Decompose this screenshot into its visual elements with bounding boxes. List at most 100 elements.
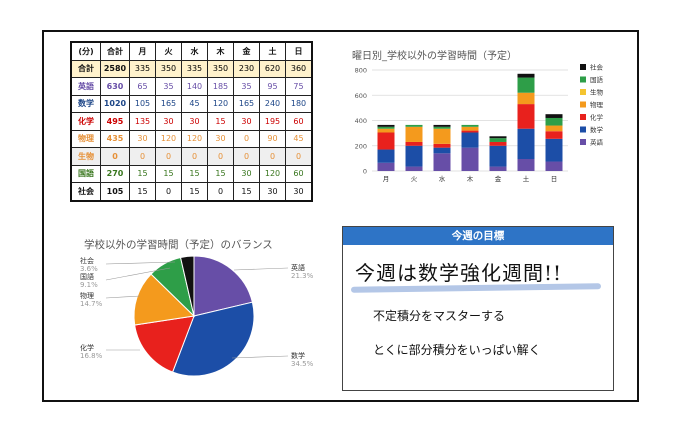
bar-segment: [489, 145, 507, 167]
bar-segment: [405, 166, 423, 171]
legend-swatch: [580, 114, 586, 120]
table-row: 合計 2580 335 350 335 350 230 620 360: [70, 59, 313, 78]
bar-segment: [433, 128, 451, 144]
bar-segment: [517, 77, 535, 93]
legend-label: 化学: [590, 113, 604, 122]
pie-slice: [133, 273, 196, 326]
legend-label: 生物: [590, 88, 604, 97]
pie-leader-line: [105, 295, 141, 299]
bar-segment: [433, 153, 451, 171]
pie-leader-line: [105, 261, 176, 265]
table-cell: 0: [155, 147, 182, 166]
table-cell: 0: [285, 147, 313, 166]
bar-segment: [377, 149, 395, 163]
pie-label-pct: 3.6%: [80, 265, 98, 273]
x-tick-label: 火: [411, 175, 418, 183]
table-header-cell: (分): [70, 41, 101, 61]
bar-segment: [433, 126, 451, 129]
pie-label-pct: 21.3%: [291, 272, 314, 280]
legend-label: 国語: [590, 75, 604, 84]
pie-label-eigo: 英語 21.3%: [291, 264, 313, 280]
bar-segment: [405, 141, 423, 146]
table-cell: 30: [285, 182, 313, 201]
bar-segment: [433, 147, 451, 154]
bar-segment: [461, 124, 479, 127]
bar-segment: [489, 141, 507, 146]
bar-segment: [545, 125, 563, 132]
bar-chart-title: 曜日別_学校以外の学習時間（予定）: [352, 51, 517, 62]
bar-segment: [489, 138, 507, 142]
table-row: 社会 105 15 0 15 0 15 30 30: [70, 182, 313, 201]
bar-segment: [517, 92, 535, 105]
bar-segment: [405, 145, 423, 167]
row-subject-label: 生物: [70, 147, 101, 166]
goal-main-text: 今週は数学強化週間!!: [355, 261, 563, 285]
bar-segment: [405, 126, 423, 142]
table-cell: 350: [207, 59, 234, 78]
y-tick-label: 800: [355, 67, 367, 75]
pie-leader-line: [233, 267, 289, 271]
bar-segment: [545, 117, 563, 126]
legend-swatch: [580, 89, 586, 95]
table-header-cell: 木: [207, 41, 234, 61]
bar-segment: [433, 124, 451, 127]
bar-segment: [377, 128, 395, 133]
table-row: 国語 270 15 15 15 15 30 120 60: [70, 164, 313, 183]
x-tick-label: 水: [439, 174, 446, 183]
legend-label: 社会: [590, 63, 604, 72]
legend-label: 数学: [590, 125, 604, 134]
legend-swatch: [580, 76, 586, 83]
pie-label-pct: 34.5%: [291, 360, 314, 368]
bar-segment: [545, 161, 563, 171]
pie-slice: [171, 301, 255, 377]
bar-segment: [517, 128, 535, 160]
bar-segment: [489, 166, 507, 171]
x-tick-label: 月: [383, 175, 390, 183]
x-tick-label: 金: [495, 174, 502, 183]
y-tick-label: 0: [363, 168, 367, 176]
bar-segment: [461, 147, 479, 171]
table-row: 数学 1020 105 165 45 120 165 240 180: [70, 94, 313, 113]
bar-segment: [461, 132, 479, 148]
bar-segment: [545, 138, 563, 162]
goal-subtext-1: 不定積分をマスターする: [373, 309, 506, 323]
pie-label-pct: 14.7%: [80, 300, 103, 308]
row-subject-label: 合計: [70, 59, 101, 78]
pie-leader-line: [105, 267, 171, 281]
pie-label-pct: 9.1%: [80, 281, 98, 289]
bar-segment: [377, 162, 395, 171]
bar-segment: [433, 143, 451, 148]
bar-segment: [517, 73, 535, 78]
pie-label-shakai: 社会 3.6%: [80, 257, 98, 273]
goal-subtext-2: とくに部分積分をいっぱい解く: [373, 343, 541, 357]
y-tick-label: 600: [355, 92, 367, 100]
legend-label: 物理: [590, 100, 604, 109]
pie-label-name: 英語: [291, 264, 305, 272]
pie-chart-title: 学校以外の学習時間（予定）のバランス: [84, 239, 273, 251]
bar-segment: [489, 136, 507, 139]
pie-label-name: 数学: [291, 352, 305, 360]
table-cell: 15: [233, 182, 260, 201]
table-cell: 30: [259, 182, 286, 201]
table-row: 化学 495 135 30 30 15 30 195 60: [70, 112, 313, 131]
legend-label: 英語: [590, 138, 604, 147]
bar-segment: [405, 124, 423, 127]
pie-slice: [193, 255, 253, 317]
x-tick-label: 日: [551, 175, 558, 183]
goal-card-title: 今週の目標: [343, 227, 613, 245]
table-cell: 0: [207, 147, 234, 166]
bar-segment: [461, 126, 479, 131]
x-tick-label: 木: [467, 174, 474, 183]
table-cell: 0: [129, 147, 156, 166]
table-header-cell: 土: [259, 41, 286, 61]
bar-segment: [545, 114, 563, 118]
table-cell: 60: [285, 164, 313, 183]
pie-label-name: 社会: [80, 257, 94, 265]
pie-label-name: 化学: [80, 344, 94, 352]
weekly-goal-card: 今週の目標 今週は数学強化週間!! 不定積分をマスターする とくに部分積分をいっ…: [342, 226, 614, 391]
pie-label-butsuri: 物理 14.7%: [80, 292, 102, 308]
pie-label-name: 国語: [80, 273, 94, 281]
pie-label-name: 物理: [80, 292, 94, 300]
bar-segment: [517, 159, 535, 171]
